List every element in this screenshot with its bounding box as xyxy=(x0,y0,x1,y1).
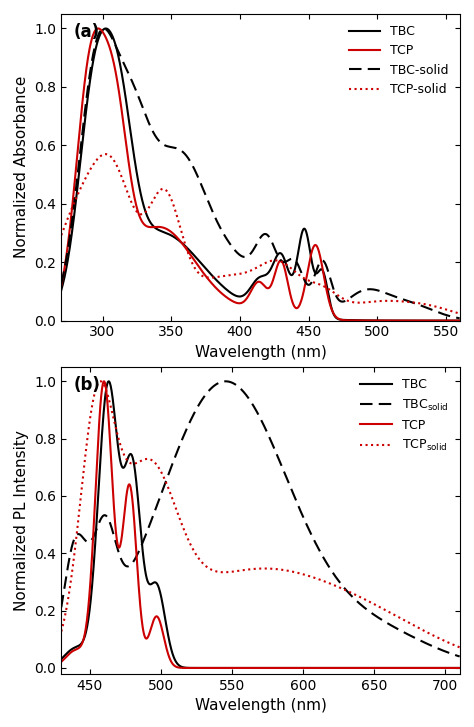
TBC-solid xyxy=(101,24,107,33)
TBC xyxy=(377,316,383,325)
TBC$_{\rm solid}$ xyxy=(223,377,228,385)
TCP xyxy=(220,290,226,299)
X-axis label: Wavelength (nm): Wavelength (nm) xyxy=(194,698,327,713)
Line: TBC: TBC xyxy=(61,28,460,321)
TCP xyxy=(95,24,101,33)
TCP xyxy=(456,664,462,672)
TCP$_{\rm solid}$ xyxy=(100,378,105,387)
Legend: TBC, TCP, TBC-solid, TCP-solid: TBC, TCP, TBC-solid, TCP-solid xyxy=(344,20,454,101)
TCP-solid xyxy=(58,230,64,239)
TCP xyxy=(58,281,64,289)
TBC xyxy=(370,664,375,672)
Line: TBC-solid: TBC-solid xyxy=(61,28,460,318)
Line: TCP: TCP xyxy=(61,381,460,668)
TBC$_{\rm solid}$ xyxy=(370,609,375,618)
TBC xyxy=(457,316,463,325)
TBC xyxy=(103,24,109,33)
TCP$_{\rm solid}$ xyxy=(220,568,226,577)
TCP xyxy=(101,377,107,385)
TCP xyxy=(220,664,226,672)
TBC xyxy=(220,282,226,291)
TBC xyxy=(332,313,338,321)
TBC xyxy=(220,664,226,672)
Text: (a): (a) xyxy=(73,23,100,41)
X-axis label: Wavelength (nm): Wavelength (nm) xyxy=(194,345,327,360)
Line: TCP$_{\rm solid}$: TCP$_{\rm solid}$ xyxy=(61,381,460,647)
TBC$_{\rm solid}$ xyxy=(377,614,383,623)
TCP xyxy=(234,299,240,308)
TCP$_{\rm solid}$ xyxy=(234,566,240,575)
TCP$_{\rm solid}$ xyxy=(98,377,104,385)
TBC xyxy=(99,27,105,36)
Y-axis label: Normalized PL Intensity: Normalized PL Intensity xyxy=(14,430,29,611)
TBC-solid xyxy=(99,25,105,33)
Line: TBC$_{\rm solid}$: TBC$_{\rm solid}$ xyxy=(61,381,460,656)
TBC xyxy=(106,377,111,385)
TBC xyxy=(370,316,375,325)
TCP xyxy=(377,664,383,672)
TCP xyxy=(457,316,463,325)
TBC$_{\rm solid}$ xyxy=(219,377,225,386)
TBC xyxy=(58,286,64,294)
Line: TCP-solid: TCP-solid xyxy=(61,154,460,313)
TCP xyxy=(370,316,375,325)
TBC-solid xyxy=(220,228,226,237)
Text: (b): (b) xyxy=(73,376,100,394)
TBC-solid xyxy=(370,285,375,294)
Legend: TBC, TBC$_{\rm solid}$, TCP, TCP$_{\rm solid}$: TBC, TBC$_{\rm solid}$, TCP, TCP$_{\rm s… xyxy=(356,373,454,458)
TCP-solid xyxy=(234,270,240,278)
TCP xyxy=(377,316,383,325)
TBC xyxy=(457,664,463,672)
TBC xyxy=(377,664,383,672)
TCP-solid xyxy=(103,150,109,158)
TCP-solid xyxy=(99,150,105,159)
TCP xyxy=(332,664,338,672)
TCP$_{\rm solid}$ xyxy=(58,627,64,636)
TBC xyxy=(99,430,105,439)
TCP-solid xyxy=(220,272,226,281)
TBC-solid xyxy=(457,314,463,323)
Y-axis label: Normalized Absorbance: Normalized Absorbance xyxy=(14,76,29,258)
TBC xyxy=(234,664,240,672)
TCP xyxy=(99,385,105,393)
TCP$_{\rm solid}$ xyxy=(370,599,375,608)
TCP-solid xyxy=(370,297,375,306)
TCP$_{\rm solid}$ xyxy=(457,643,463,651)
TBC-solid xyxy=(58,279,64,288)
TBC$_{\rm solid}$ xyxy=(58,603,64,611)
TBC-solid xyxy=(377,286,383,295)
TCP-solid xyxy=(457,309,463,318)
TCP xyxy=(370,664,375,672)
TCP$_{\rm solid}$ xyxy=(377,603,383,611)
TCP-solid xyxy=(332,289,338,298)
Line: TBC: TBC xyxy=(61,381,460,668)
TCP-solid xyxy=(377,297,383,305)
TBC-solid xyxy=(332,289,338,298)
TBC xyxy=(332,664,338,672)
TBC$_{\rm solid}$ xyxy=(234,382,240,390)
Line: TCP: TCP xyxy=(61,28,460,321)
TCP xyxy=(100,27,105,36)
TCP xyxy=(58,657,64,666)
TBC xyxy=(58,655,64,664)
TBC xyxy=(234,292,240,300)
TBC$_{\rm solid}$ xyxy=(457,652,463,661)
TCP xyxy=(457,664,463,672)
TCP$_{\rm solid}$ xyxy=(332,582,338,590)
TCP xyxy=(332,312,338,321)
TBC$_{\rm solid}$ xyxy=(99,513,105,521)
TCP xyxy=(234,664,240,672)
TBC$_{\rm solid}$ xyxy=(332,572,338,581)
TBC-solid xyxy=(234,249,240,257)
